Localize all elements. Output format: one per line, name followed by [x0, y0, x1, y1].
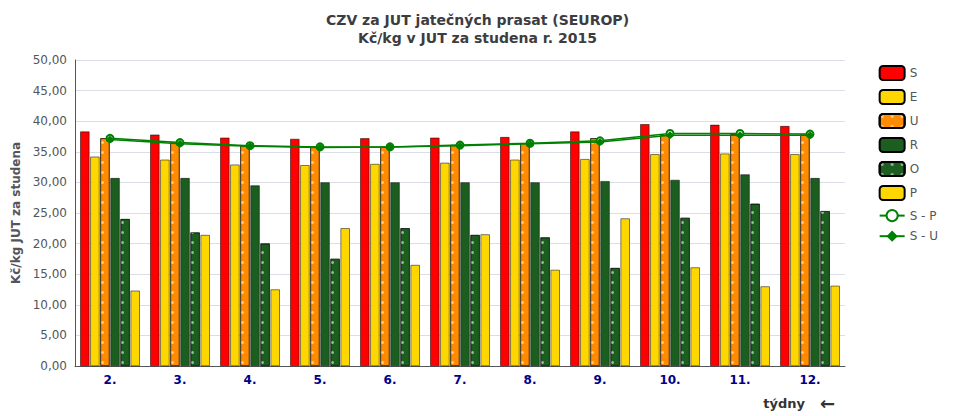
svg-text:11.: 11. [729, 373, 750, 387]
svg-text:2.: 2. [104, 373, 117, 387]
svg-text:7.: 7. [454, 373, 467, 387]
svg-text:30,00: 30,00 [33, 175, 67, 189]
svg-text:CZV za JUT jatečných prasat (S: CZV za JUT jatečných prasat (SEUROP) [326, 12, 629, 28]
svg-text:10,00: 10,00 [33, 298, 67, 312]
svg-text:←: ← [820, 393, 835, 414]
svg-text:U: U [910, 114, 919, 128]
svg-text:S: S [910, 66, 918, 80]
svg-text:Kč/kg v JUT za studena r. 2015: Kč/kg v JUT za studena r. 2015 [358, 30, 597, 46]
svg-text:3.: 3. [174, 373, 187, 387]
svg-text:0,00: 0,00 [40, 359, 67, 373]
svg-text:R: R [910, 138, 918, 152]
svg-text:6.: 6. [384, 373, 397, 387]
svg-text:5.: 5. [314, 373, 327, 387]
svg-text:S - U: S - U [910, 229, 938, 243]
svg-text:E: E [910, 90, 918, 104]
svg-text:12.: 12. [799, 373, 820, 387]
svg-text:9.: 9. [594, 373, 607, 387]
svg-text:Kč/kg JUT za studena: Kč/kg JUT za studena [9, 142, 23, 284]
svg-text:4.: 4. [244, 373, 257, 387]
svg-text:25,00: 25,00 [33, 206, 67, 220]
svg-text:5,00: 5,00 [40, 328, 67, 342]
svg-text:45,00: 45,00 [33, 84, 67, 98]
svg-text:50,00: 50,00 [33, 53, 67, 67]
svg-text:O: O [910, 162, 919, 176]
svg-text:týdny: týdny [763, 396, 805, 411]
svg-text:40,00: 40,00 [33, 114, 67, 128]
svg-text:10.: 10. [659, 373, 680, 387]
svg-text:35,00: 35,00 [33, 145, 67, 159]
svg-text:P: P [910, 186, 917, 200]
svg-text:15,00: 15,00 [33, 267, 67, 281]
svg-text:8.: 8. [524, 373, 537, 387]
svg-text:S - P: S - P [910, 209, 937, 223]
svg-text:20,00: 20,00 [33, 237, 67, 251]
